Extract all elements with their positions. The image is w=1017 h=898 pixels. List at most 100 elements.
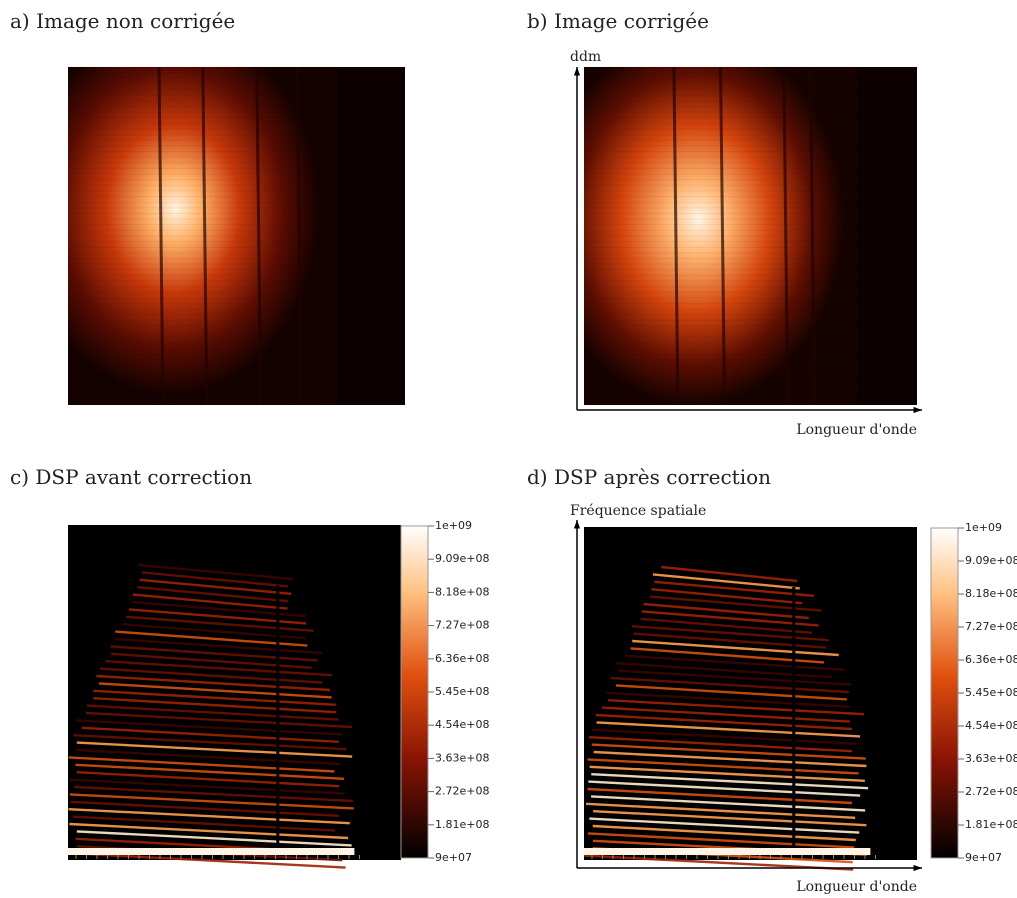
spectrum-streak <box>126 615 314 632</box>
axis-arrow <box>573 520 581 529</box>
colorbar <box>400 525 429 859</box>
spectrum-streak <box>632 639 839 657</box>
spectrum-streak <box>593 810 867 827</box>
spectrum-streak <box>588 780 861 797</box>
image-fringe <box>672 66 680 406</box>
spectrum-streak <box>654 580 815 597</box>
spectrum-streak <box>589 765 865 782</box>
spectrum-streak <box>630 647 825 664</box>
panel-label: d) DSP après correction <box>527 465 771 489</box>
spectrum-streak <box>617 669 852 686</box>
spectrum-streak <box>68 808 350 825</box>
spectrum-streak <box>595 713 853 731</box>
spectrum-streak <box>643 602 809 620</box>
image-fringe <box>295 66 303 406</box>
spectrum-streak <box>610 676 849 694</box>
spectrum-streak <box>93 697 337 714</box>
spectrum-streak <box>75 763 345 780</box>
spectrum-streak <box>625 654 845 671</box>
spectrum-streak <box>69 793 354 810</box>
axis-arrow <box>913 864 922 872</box>
colorbar-tick-label: 2.72e+08 <box>965 785 1017 798</box>
colorbar-tick-label: 6.36e+08 <box>435 652 489 665</box>
image-fringe <box>782 66 790 406</box>
y-axis-label: Fréquence spatiale <box>570 503 706 519</box>
colorbar-tick-label: 8.18e+08 <box>965 587 1017 600</box>
image <box>68 66 405 406</box>
colorbar-tick-label: 5.45e+08 <box>965 686 1017 699</box>
spectrum-streak <box>68 756 335 773</box>
spectrum-streak <box>615 662 832 679</box>
spectrum-baseline <box>68 848 355 855</box>
colorbar-tick-label: 1.81e+08 <box>435 818 489 831</box>
spectrum-streak <box>75 748 340 766</box>
spectrum-streak <box>86 704 339 721</box>
panel-label: c) DSP avant correction <box>10 465 252 489</box>
colorbar-tick-label: 9e+07 <box>435 851 472 864</box>
image-fringe <box>201 66 209 406</box>
image-fringe <box>719 66 727 406</box>
spectrum-streak <box>72 815 336 832</box>
spectrum-streak <box>592 728 857 745</box>
spectrum-streak <box>591 743 866 760</box>
spectrum-streak <box>606 691 850 708</box>
spectrum-streak <box>651 588 803 605</box>
spectrum-streak <box>631 625 829 642</box>
spectrum-streak <box>69 778 345 795</box>
spectrum-streak <box>70 800 339 817</box>
spectrum-streak <box>640 617 813 634</box>
colorbar-tick-label: 7.27e+08 <box>435 619 489 632</box>
x-axis-label: Longueur d'onde <box>796 422 917 438</box>
spectrum-streak <box>596 721 861 738</box>
spectrum-streak <box>98 682 332 699</box>
spectrum-streak <box>602 706 850 723</box>
spectrum-streak <box>76 852 346 869</box>
colorbar-tick-label: 6.36e+08 <box>965 653 1017 666</box>
colorbar-tick-label: 9e+07 <box>965 851 1002 864</box>
colorbar-tick-label: 9.09e+08 <box>435 552 489 565</box>
colorbar-tick-label: 5.45e+08 <box>435 685 489 698</box>
spectrum-streak <box>75 719 343 736</box>
spectrum <box>68 525 401 869</box>
colorbar-tick-label: 1.81e+08 <box>965 818 1017 831</box>
spectrum-streak <box>115 637 323 655</box>
spectrum-streak <box>81 726 339 743</box>
colorbar-tick-label: 3.63e+08 <box>435 751 489 764</box>
image-fringe <box>157 66 165 406</box>
axis-arrow <box>573 67 581 76</box>
spectrum-streak <box>139 578 292 595</box>
axis-arrow <box>913 406 922 414</box>
colorbar-tick-label: 4.54e+08 <box>435 718 489 731</box>
colorbar-tick-label: 7.27e+08 <box>965 620 1017 633</box>
spectrum-streak <box>122 623 306 640</box>
panel-label: a) Image non corrigée <box>10 9 235 33</box>
colorbar-tick-label: 9.09e+08 <box>965 554 1017 567</box>
spectrum-streak <box>105 660 332 677</box>
spectrum-streak <box>587 758 859 775</box>
spectrum-streak <box>591 795 866 812</box>
spectrum-streak <box>587 787 853 805</box>
spectrum-streak <box>76 741 353 758</box>
colorbar <box>930 527 959 859</box>
image-fringe <box>255 66 263 406</box>
spectrum-streak <box>132 593 288 610</box>
spectrum-streak <box>69 822 349 840</box>
spectrum-streak <box>137 563 293 581</box>
spectrum-streak <box>586 802 856 819</box>
spectrum-streak <box>74 785 353 803</box>
spectrum <box>583 527 917 871</box>
spectrum-streak <box>93 689 336 706</box>
colorbar-tick-label: 1e+09 <box>965 521 1002 534</box>
image <box>584 66 917 406</box>
spectrum-streak <box>592 824 856 842</box>
colorbar-tick-label: 3.63e+08 <box>965 752 1017 765</box>
colorbar-tick-label: 1e+09 <box>435 519 472 532</box>
spectrum-streak <box>85 711 353 729</box>
x-axis-label: Longueur d'onde <box>796 879 917 895</box>
spectrum-streak <box>652 573 800 590</box>
spectrum-streak <box>110 645 318 662</box>
spectrum-streak <box>137 586 289 603</box>
spectrum-streak <box>73 734 347 751</box>
spectrum-streak <box>96 674 331 692</box>
